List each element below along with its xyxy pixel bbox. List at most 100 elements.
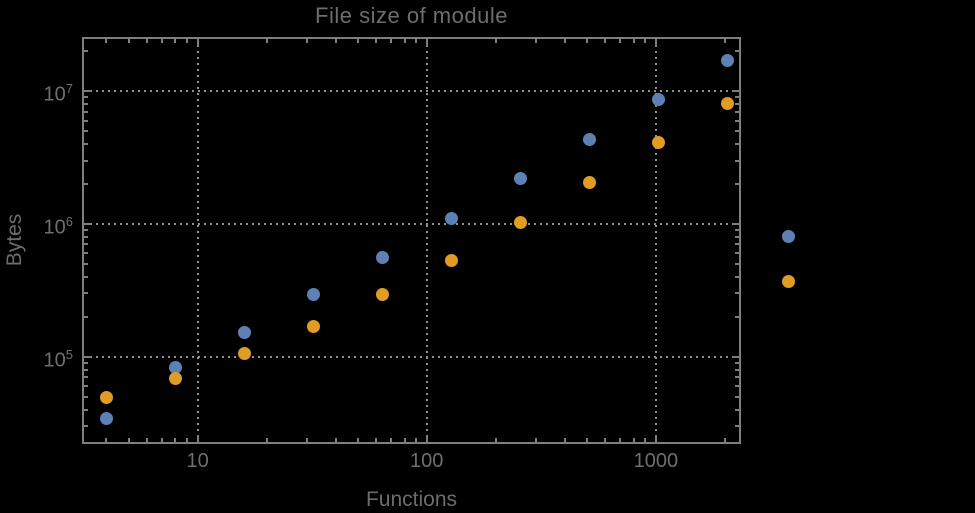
- x-tick-mark: [145, 39, 148, 43]
- y-tick-mark: [84, 119, 88, 122]
- x-tick-mark: [644, 438, 647, 442]
- x-tick-mark: [105, 438, 108, 442]
- y-tick-mark: [735, 368, 739, 371]
- y-tick-mark: [735, 315, 739, 318]
- x-tick-mark: [563, 438, 566, 442]
- x-tick-label: 1000: [633, 450, 679, 472]
- x-tick-mark: [186, 39, 189, 43]
- y-tick-mark: [735, 243, 739, 246]
- data-point-series-2: [444, 254, 458, 268]
- x-tick-mark: [654, 435, 657, 442]
- x-tick-mark: [619, 438, 622, 442]
- y-tick-mark: [735, 292, 739, 295]
- data-point-series-2: [237, 346, 251, 360]
- data-point-series-2: [782, 275, 796, 289]
- x-tick-mark: [585, 438, 588, 442]
- x-tick-label: 100: [410, 450, 444, 472]
- y-tick-mark: [735, 142, 739, 145]
- y-tick-mark: [84, 130, 88, 133]
- y-tick-mark: [84, 315, 88, 318]
- data-point-series-1: [582, 133, 596, 147]
- x-tick-mark: [425, 39, 428, 46]
- y-tick-mark: [735, 252, 739, 255]
- y-tick-mark: [84, 361, 88, 364]
- y-tick-mark: [84, 376, 88, 379]
- x-tick-mark: [604, 438, 606, 442]
- y-tick-mark: [84, 50, 88, 53]
- x-tick-mark: [494, 438, 497, 442]
- y-tick-mark: [84, 228, 88, 231]
- data-point-series-2: [651, 136, 665, 150]
- x-tick-mark: [145, 438, 148, 442]
- x-tick-mark: [186, 438, 189, 442]
- gridline-vertical: [196, 39, 199, 442]
- data-point-series-1: [375, 251, 389, 265]
- x-tick-mark: [723, 438, 726, 442]
- y-tick-mark: [84, 102, 88, 105]
- y-tick-label: 105: [43, 346, 73, 372]
- y-tick-mark: [735, 275, 739, 278]
- x-tick-mark: [161, 39, 164, 43]
- y-tick-mark: [84, 142, 88, 145]
- x-tick-mark: [535, 39, 538, 43]
- y-tick-mark: [735, 425, 739, 428]
- x-tick-mark: [174, 438, 177, 442]
- y-tick-mark: [735, 262, 739, 265]
- y-tick-mark: [735, 182, 739, 185]
- y-tick-mark: [735, 385, 739, 388]
- data-point-series-1: [237, 326, 251, 340]
- y-tick-mark: [84, 408, 88, 411]
- x-tick-mark: [127, 39, 130, 43]
- data-point-series-1: [306, 287, 320, 301]
- x-tick-mark: [403, 39, 406, 43]
- x-tick-mark: [644, 39, 647, 43]
- x-axis-label: Functions: [365, 488, 458, 511]
- y-tick-mark: [84, 110, 88, 113]
- data-point-series-2: [306, 319, 320, 333]
- data-point-series-1: [651, 93, 665, 107]
- y-tick-mark: [735, 96, 739, 99]
- x-tick-label: 10: [186, 450, 209, 472]
- x-tick-mark: [305, 438, 308, 442]
- y-tick-mark: [84, 252, 88, 255]
- gridline-horizontal: [84, 222, 739, 225]
- y-tick-mark: [735, 376, 739, 379]
- x-tick-mark: [265, 39, 268, 43]
- x-tick-mark: [723, 39, 726, 43]
- x-tick-mark: [265, 438, 268, 442]
- data-point-series-1: [168, 360, 182, 374]
- y-tick-mark: [735, 110, 739, 113]
- plot-frame: [82, 37, 741, 444]
- x-tick-mark: [374, 438, 377, 442]
- x-tick-mark: [127, 438, 130, 442]
- y-tick-mark: [735, 159, 739, 162]
- y-tick-mark: [732, 222, 739, 225]
- y-tick-mark: [84, 355, 91, 358]
- x-tick-mark: [196, 435, 199, 442]
- data-point-series-2: [513, 216, 527, 230]
- y-tick-mark: [84, 292, 88, 295]
- y-tick-mark: [84, 96, 88, 99]
- y-tick-mark: [84, 222, 91, 225]
- x-tick-mark: [356, 39, 359, 43]
- x-tick-mark: [334, 39, 337, 43]
- y-tick-mark: [84, 90, 91, 93]
- gridline-vertical: [654, 39, 657, 442]
- gridline-horizontal: [84, 90, 739, 93]
- y-tick-mark: [84, 243, 88, 246]
- x-tick-mark: [174, 39, 177, 43]
- y-tick-mark: [735, 119, 739, 122]
- y-tick-label: 107: [43, 81, 73, 106]
- x-tick-mark: [374, 39, 377, 43]
- y-tick-mark: [735, 395, 739, 398]
- y-tick-mark: [84, 182, 88, 185]
- gridline-horizontal: [84, 355, 739, 358]
- plot-title: File size of module: [315, 3, 508, 28]
- x-tick-mark: [425, 435, 428, 442]
- x-tick-mark: [403, 438, 406, 442]
- x-tick-mark: [415, 438, 418, 442]
- y-tick-mark: [735, 228, 739, 231]
- data-point-series-2: [99, 390, 113, 404]
- data-point-series-2: [720, 97, 734, 111]
